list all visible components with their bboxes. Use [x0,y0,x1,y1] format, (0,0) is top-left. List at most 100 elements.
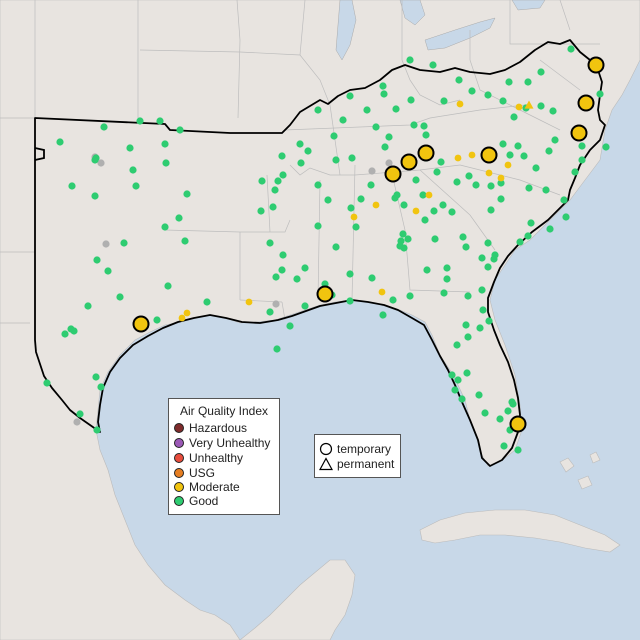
good-monitor[interactable] [392,105,400,113]
good-monitor[interactable] [549,107,557,115]
good-monitor[interactable] [156,117,164,125]
good-monitor[interactable] [352,223,360,231]
good-monitor[interactable] [314,106,322,114]
moderate-monitor[interactable] [183,309,191,317]
good-monitor[interactable] [266,239,274,247]
good-monitor[interactable] [363,106,371,114]
good-monitor[interactable] [496,415,504,423]
good-monitor[interactable] [61,330,69,338]
good-monitor[interactable] [126,144,134,152]
good-monitor[interactable] [487,206,495,214]
temporary-moderate-monitor[interactable] [570,124,588,142]
good-monitor[interactable] [431,235,439,243]
good-monitor[interactable] [93,256,101,264]
moderate-monitor[interactable] [378,288,386,296]
good-monitor[interactable] [481,409,489,417]
good-monitor[interactable] [562,213,570,221]
good-monitor[interactable] [332,156,340,164]
good-monitor[interactable] [92,154,100,162]
good-monitor[interactable] [381,143,389,151]
good-monitor[interactable] [104,267,112,275]
good-monitor[interactable] [175,214,183,222]
good-monitor[interactable] [421,216,429,224]
good-monitor[interactable] [93,426,101,434]
good-monitor[interactable] [453,178,461,186]
good-monitor[interactable] [510,113,518,121]
good-monitor[interactable] [84,302,92,310]
good-monitor[interactable] [602,143,610,151]
moderate-monitor[interactable] [456,100,464,108]
good-monitor[interactable] [271,186,279,194]
good-monitor[interactable] [497,195,505,203]
good-monitor[interactable] [162,159,170,167]
good-monitor[interactable] [468,87,476,95]
good-monitor[interactable] [304,147,312,155]
no-data-monitor[interactable] [385,159,393,167]
good-monitor[interactable] [68,182,76,190]
good-monitor[interactable] [389,296,397,304]
good-monitor[interactable] [485,317,493,325]
good-monitor[interactable] [181,237,189,245]
good-monitor[interactable] [484,91,492,99]
good-monitor[interactable] [301,302,309,310]
good-monitor[interactable] [514,446,522,454]
good-monitor[interactable] [454,376,462,384]
good-monitor[interactable] [448,371,456,379]
good-monitor[interactable] [357,195,365,203]
good-monitor[interactable] [437,158,445,166]
good-monitor[interactable] [56,138,64,146]
good-monitor[interactable] [379,311,387,319]
good-monitor[interactable] [525,184,533,192]
good-monitor[interactable] [293,275,301,283]
good-monitor[interactable] [537,68,545,76]
good-monitor[interactable] [379,82,387,90]
good-monitor[interactable] [455,76,463,84]
good-monitor[interactable] [491,251,499,259]
good-monitor[interactable] [406,292,414,300]
good-monitor[interactable] [478,254,486,262]
good-monitor[interactable] [164,282,172,290]
good-monitor[interactable] [499,97,507,105]
good-monitor[interactable] [560,196,568,204]
good-monitor[interactable] [301,264,309,272]
good-monitor[interactable] [487,182,495,190]
moderate-monitor[interactable] [504,161,512,169]
good-monitor[interactable] [346,270,354,278]
good-monitor[interactable] [527,219,535,227]
moderate-monitor[interactable] [178,314,186,322]
good-monitor[interactable] [297,159,305,167]
good-monitor[interactable] [542,186,550,194]
good-monitor[interactable] [497,179,505,187]
good-monitor[interactable] [368,274,376,282]
good-monitor[interactable] [407,96,415,104]
good-monitor[interactable] [448,208,456,216]
no-data-monitor[interactable] [73,418,81,426]
good-monitor[interactable] [161,223,169,231]
good-monitor[interactable] [505,78,513,86]
moderate-monitor[interactable] [412,207,420,215]
good-monitor[interactable] [419,191,427,199]
moderate-monitor[interactable] [515,103,523,111]
good-monitor[interactable] [551,136,559,144]
good-monitor[interactable] [422,131,430,139]
moderate-monitor[interactable] [468,151,476,159]
good-monitor[interactable] [330,132,338,140]
good-monitor[interactable] [314,181,322,189]
no-data-monitor[interactable] [102,240,110,248]
good-monitor[interactable] [346,297,354,305]
good-monitor[interactable] [472,181,480,189]
good-monitor[interactable] [464,333,472,341]
good-monitor[interactable] [484,263,492,271]
good-monitor[interactable] [132,182,140,190]
good-monitor[interactable] [596,90,604,98]
good-monitor[interactable] [153,316,161,324]
good-monitor[interactable] [70,327,78,335]
good-monitor[interactable] [97,383,105,391]
permanent-moderate-monitor[interactable] [524,100,534,109]
good-monitor[interactable] [399,230,407,238]
good-monitor[interactable] [257,207,265,215]
good-monitor[interactable] [462,243,470,251]
good-monitor[interactable] [76,410,84,418]
good-monitor[interactable] [545,147,553,155]
good-monitor[interactable] [120,239,128,247]
